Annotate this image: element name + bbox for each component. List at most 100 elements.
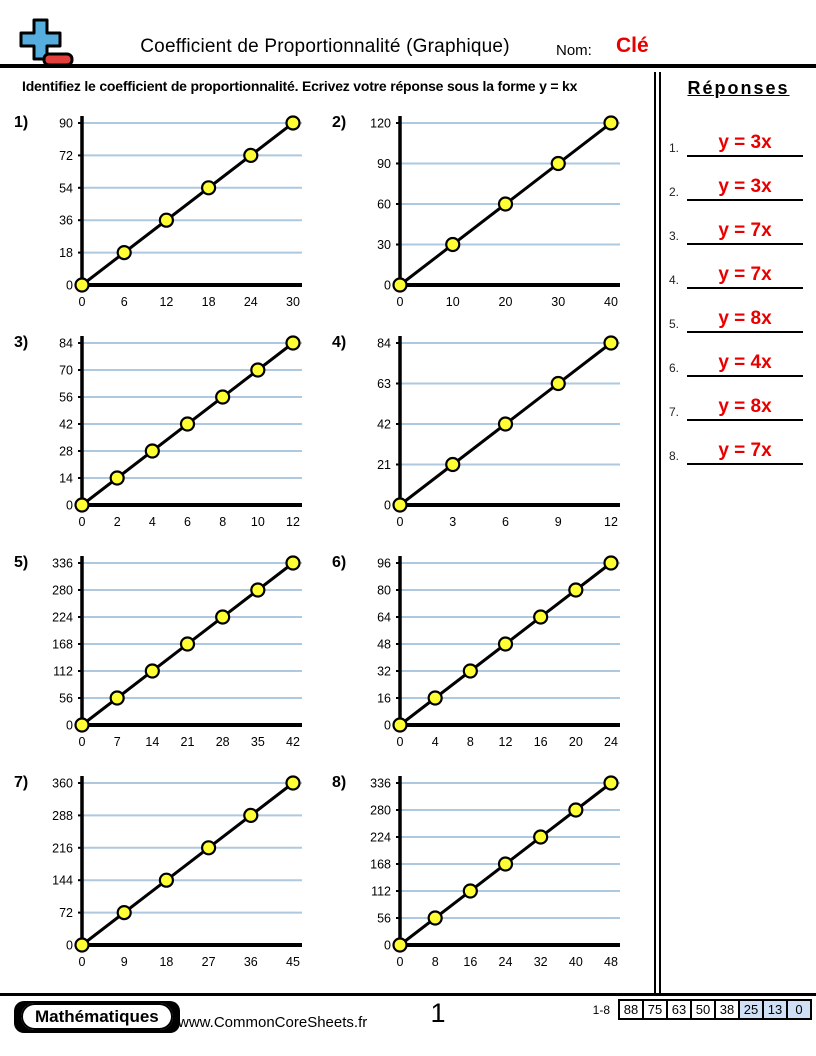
y-tick-label: 280 <box>370 804 391 818</box>
answer-value: y = 3x <box>687 176 803 201</box>
data-point <box>158 872 175 888</box>
score-cells: 88 75 63 50 38 25 13 0 <box>618 999 812 1020</box>
score-cell: 50 <box>690 999 716 1020</box>
problem-1: 1) 0 18 36 54 72 90 0 6 12 18 24 30 <box>14 110 332 330</box>
x-tick-label: 24 <box>499 955 513 969</box>
score-strip: 1-8 88 75 63 50 38 25 13 0 <box>593 999 812 1020</box>
y-tick-label: 168 <box>370 858 391 872</box>
answer-number: 7. <box>669 405 680 419</box>
y-tick-label: 0 <box>384 939 391 953</box>
proportionality-graph-4: 0 21 42 63 84 0 3 6 9 12 <box>377 335 620 529</box>
y-tick-label: 42 <box>59 418 73 432</box>
score-cell: 38 <box>714 999 740 1020</box>
brand-logo <box>16 18 78 68</box>
main-area: Identifiez le coefficient de proportionn… <box>0 72 816 993</box>
data-line <box>81 781 294 947</box>
proportionality-graph-7: 0 72 144 216 288 360 0 9 18 27 36 45 <box>52 775 302 969</box>
problem-number: 4) <box>332 334 347 351</box>
y-tick-label: 216 <box>52 841 73 855</box>
data-point <box>550 375 566 392</box>
answers-list: 1. y = 3x 2. y = 3x 3. y = 7x 4. y = 7x 5. y = 8x… <box>661 113 816 465</box>
data-point <box>603 335 619 351</box>
answer-item-7: 7. y = 8x <box>661 377 816 421</box>
x-tick-label: 24 <box>604 735 618 749</box>
problem-4: 4) 0 21 42 63 84 0 3 6 9 12 <box>332 330 650 550</box>
data-point <box>109 470 125 486</box>
y-tick-label: 80 <box>377 584 391 598</box>
data-point <box>74 277 90 293</box>
y-tick-label: 224 <box>52 611 73 625</box>
answer-number: 1. <box>669 141 680 155</box>
x-tick-label: 0 <box>397 955 404 969</box>
data-point <box>74 937 90 953</box>
data-point <box>179 636 196 652</box>
data-point <box>243 807 259 824</box>
score-cell: 13 <box>762 999 788 1020</box>
data-point <box>568 582 584 598</box>
x-tick-label: 27 <box>202 955 216 969</box>
x-tick-label: 10 <box>446 295 460 309</box>
x-tick-label: 42 <box>286 735 300 749</box>
answer-value: y = 7x <box>687 440 803 465</box>
data-point <box>603 115 619 131</box>
y-tick-label: 63 <box>377 377 391 391</box>
x-tick-label: 9 <box>121 955 128 969</box>
y-tick-label: 18 <box>59 246 73 260</box>
data-point <box>144 663 160 679</box>
score-cell: 88 <box>618 999 644 1020</box>
y-tick-label: 360 <box>52 777 73 791</box>
y-tick-label: 30 <box>377 238 391 252</box>
data-point <box>144 443 160 459</box>
y-tick-label: 90 <box>59 117 73 131</box>
data-point <box>215 389 231 405</box>
y-tick-label: 0 <box>384 719 391 733</box>
y-tick-label: 84 <box>59 337 73 351</box>
x-tick-label: 0 <box>397 515 404 529</box>
plus-minus-logo-icon <box>19 18 74 67</box>
x-tick-label: 2 <box>114 515 121 529</box>
proportionality-graph-1: 0 18 36 54 72 90 0 6 12 18 24 30 <box>59 115 302 309</box>
problem-number: 8) <box>332 774 347 791</box>
problems-column: Identifiez le coefficient de proportionn… <box>0 72 654 993</box>
x-tick-label: 36 <box>244 955 258 969</box>
brand-badge: Mathématiques <box>14 1001 180 1033</box>
y-tick-label: 21 <box>377 458 391 472</box>
x-tick-label: 12 <box>604 515 618 529</box>
answer-item-8: 8. y = 7x <box>661 421 816 465</box>
data-point <box>392 277 408 293</box>
y-tick-label: 0 <box>66 939 73 953</box>
proportionality-graph-2: 0 30 60 90 120 0 10 20 30 40 <box>370 115 620 309</box>
answer-value: y = 4x <box>687 352 803 377</box>
data-point <box>392 937 408 953</box>
problem-6: 6) 0 16 32 48 64 80 96 0 4 8 12 16 20 24 <box>332 550 650 770</box>
data-point <box>109 690 125 706</box>
instruction-text: Identifiez le coefficient de proportionn… <box>22 78 578 94</box>
data-point <box>74 717 90 733</box>
data-point <box>285 775 301 791</box>
answer-value: y = 7x <box>687 264 803 289</box>
data-point <box>550 155 566 172</box>
y-tick-label: 96 <box>377 557 391 571</box>
answer-value: y = 3x <box>687 132 803 157</box>
x-tick-label: 21 <box>181 735 195 749</box>
data-point <box>462 663 478 679</box>
y-tick-label: 16 <box>377 692 391 706</box>
y-tick-label: 72 <box>59 906 73 920</box>
problem-2: 2) 0 30 60 90 120 0 10 20 30 40 <box>332 110 650 330</box>
x-tick-label: 7 <box>114 735 121 749</box>
x-tick-label: 40 <box>604 295 618 309</box>
data-point <box>201 840 217 856</box>
proportionality-graph-3: 0 14 28 42 56 70 84 0 2 4 6 8 10 12 <box>59 335 302 529</box>
x-tick-label: 24 <box>244 295 258 309</box>
answer-number: 8. <box>669 449 680 463</box>
x-tick-label: 0 <box>79 955 86 969</box>
answer-item-6: 6. y = 4x <box>661 333 816 377</box>
x-tick-label: 12 <box>499 735 513 749</box>
score-cell: 63 <box>666 999 692 1020</box>
problem-8: 8) 0 56 112 168 224 280 336 0 8 16 24 32 40 48 <box>332 770 650 990</box>
data-point <box>250 582 266 598</box>
x-tick-label: 18 <box>202 295 216 309</box>
x-tick-label: 9 <box>555 515 562 529</box>
y-tick-label: 112 <box>371 885 391 899</box>
data-point <box>179 416 196 432</box>
